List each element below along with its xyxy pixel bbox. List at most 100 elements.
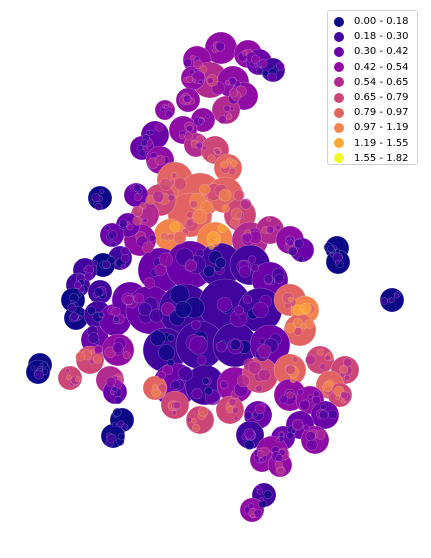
legend-swatch xyxy=(334,107,344,118)
map-region xyxy=(79,311,85,317)
map-region xyxy=(154,154,166,166)
map-region xyxy=(258,337,266,345)
map-region xyxy=(312,395,322,405)
map-region xyxy=(287,246,298,257)
legend-item: 0.79 - 0.97 xyxy=(334,105,417,120)
map-region xyxy=(159,177,173,191)
map-region xyxy=(244,439,255,451)
legend-swatch xyxy=(334,77,344,88)
legend-item: 1.19 - 1.55 xyxy=(334,136,417,151)
map-region xyxy=(393,293,399,299)
map-region xyxy=(242,295,253,305)
map-region xyxy=(142,217,148,223)
map-region xyxy=(139,201,147,210)
map-region xyxy=(250,513,256,519)
map-region xyxy=(307,394,313,400)
map-region xyxy=(92,260,98,267)
legend-swatch xyxy=(334,92,344,103)
map-region xyxy=(248,502,255,509)
map-region xyxy=(335,395,341,401)
map-region xyxy=(228,167,237,176)
legend-swatch xyxy=(334,138,344,149)
map-region xyxy=(297,255,305,263)
legend-item: 0.54 - 0.65 xyxy=(334,75,417,90)
map-region xyxy=(315,429,326,441)
map-region xyxy=(207,154,216,163)
map-region xyxy=(206,77,214,84)
map-region xyxy=(74,376,81,383)
map-region xyxy=(167,232,176,241)
map-region xyxy=(92,354,102,364)
map-region xyxy=(41,361,49,368)
map-region xyxy=(233,189,245,202)
map-region xyxy=(299,399,310,411)
map-region xyxy=(165,110,173,119)
map-region xyxy=(98,311,104,318)
map-region xyxy=(252,412,258,418)
map-region xyxy=(74,281,82,289)
map-region xyxy=(93,345,103,355)
legend-item: 0.42 - 0.54 xyxy=(334,60,417,75)
map-region xyxy=(263,274,273,284)
map-region xyxy=(112,422,118,428)
map-region xyxy=(149,330,166,346)
map-region xyxy=(93,287,104,297)
map-region xyxy=(215,41,225,52)
legend-label: 0.18 - 0.30 xyxy=(354,31,409,43)
map-region xyxy=(152,383,158,390)
map-region xyxy=(215,149,221,156)
map-region xyxy=(70,311,79,321)
legend-swatch xyxy=(334,122,344,133)
map-region xyxy=(242,232,253,243)
map-region xyxy=(132,183,142,193)
map-region xyxy=(247,255,257,264)
map-region xyxy=(230,207,243,220)
map-region xyxy=(82,267,88,272)
map-region xyxy=(149,129,155,136)
map-region xyxy=(202,265,215,278)
map-region xyxy=(70,299,75,305)
map-region xyxy=(291,418,304,431)
map-region xyxy=(196,355,207,366)
map-region xyxy=(159,252,174,267)
map-region xyxy=(78,315,83,320)
map-region xyxy=(188,69,195,75)
map-region xyxy=(171,172,178,179)
map-region xyxy=(319,363,327,371)
map-region xyxy=(204,386,213,396)
map-region xyxy=(286,431,295,440)
map-region xyxy=(274,273,285,284)
map-region xyxy=(286,391,294,399)
map-region xyxy=(123,295,134,306)
map-region xyxy=(171,410,177,416)
map-region xyxy=(286,236,292,242)
map-region xyxy=(186,211,194,219)
map-region xyxy=(110,240,117,248)
map-region xyxy=(339,364,349,374)
map-region xyxy=(162,364,173,376)
map-region xyxy=(218,115,228,125)
map-region xyxy=(201,145,208,151)
map-region xyxy=(106,433,117,444)
map-region xyxy=(285,364,296,375)
map-region xyxy=(197,117,205,125)
map-region xyxy=(138,302,152,316)
map-region xyxy=(131,205,144,217)
map-region xyxy=(328,409,338,420)
map-region xyxy=(154,123,164,132)
legend-swatch xyxy=(334,62,344,73)
map-region xyxy=(261,69,269,77)
map-region xyxy=(108,230,118,240)
legend-swatch xyxy=(334,153,344,164)
map-region xyxy=(257,344,272,359)
map-region xyxy=(149,308,164,323)
map-region xyxy=(276,62,285,71)
map-region xyxy=(304,319,315,329)
map-region xyxy=(291,356,299,363)
map-region xyxy=(240,198,252,210)
map-region xyxy=(318,409,329,420)
map-region xyxy=(104,225,111,231)
map-region xyxy=(185,219,194,228)
map-region xyxy=(294,238,304,249)
